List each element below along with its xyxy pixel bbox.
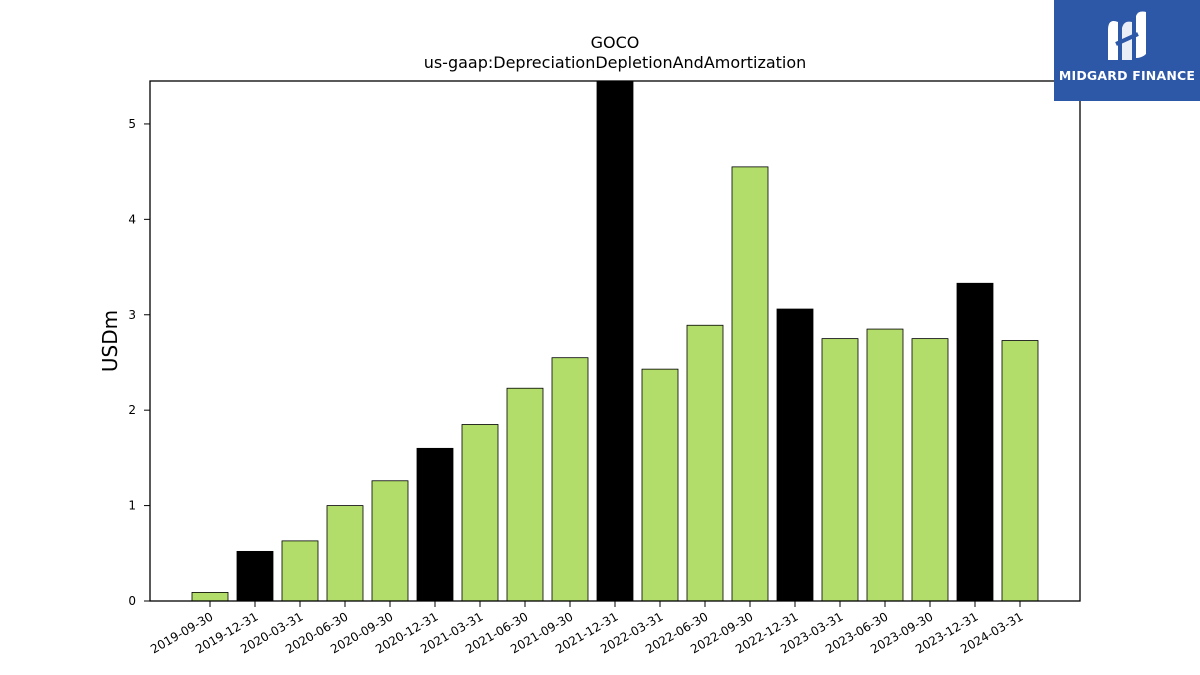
- bar-2023-06-30: [866, 328, 904, 602]
- midgard-finance-logo: MIDGARD FINANCE: [1054, 0, 1200, 101]
- bars-group: [191, 80, 1039, 602]
- midgard-logo-icon: [1108, 11, 1146, 61]
- bar-2019-12-31: [236, 550, 274, 602]
- bar-2021-03-31: [461, 424, 499, 602]
- chart-subtitle: us-gaap:DepreciationDepletionAndAmortiza…: [424, 53, 807, 72]
- bar-2022-09-30: [731, 166, 769, 602]
- bar-2021-12-31: [596, 80, 634, 602]
- bar-2022-12-31: [776, 308, 814, 602]
- y-axis-label: USDm: [98, 310, 122, 372]
- y-tick-label: 0: [128, 594, 136, 608]
- bar-2024-03-31: [1001, 340, 1039, 602]
- y-tick-label: 4: [128, 212, 136, 226]
- y-axis-ticks: 0 1 2 3 4 5: [128, 117, 150, 608]
- bar-2021-09-30: [551, 357, 589, 602]
- logo-text: MIDGARD FINANCE: [1058, 68, 1196, 83]
- plot-frame: [149, 80, 1081, 602]
- y-tick-label: 2: [128, 403, 136, 417]
- bar-2020-12-31: [416, 447, 454, 602]
- bar-2020-03-31: [281, 540, 319, 602]
- y-tick-label: 1: [128, 499, 136, 513]
- bar-2020-09-30: [371, 480, 409, 602]
- bar-2022-06-30: [686, 324, 724, 602]
- bar-2023-09-30: [911, 338, 949, 602]
- bar-2019-09-30: [191, 592, 229, 602]
- y-tick-label: 3: [128, 308, 136, 322]
- bar-2023-03-31: [821, 338, 859, 602]
- bar-2023-12-31: [956, 282, 994, 602]
- chart-title: GOCO: [591, 33, 640, 52]
- bar-2021-06-30: [506, 387, 544, 602]
- y-tick-label: 5: [128, 117, 136, 131]
- bar-2020-06-30: [326, 505, 364, 602]
- x-axis-ticks: 2019-09-302019-12-312020-03-312020-06-30…: [148, 601, 1026, 656]
- bar-2022-03-31: [641, 368, 679, 602]
